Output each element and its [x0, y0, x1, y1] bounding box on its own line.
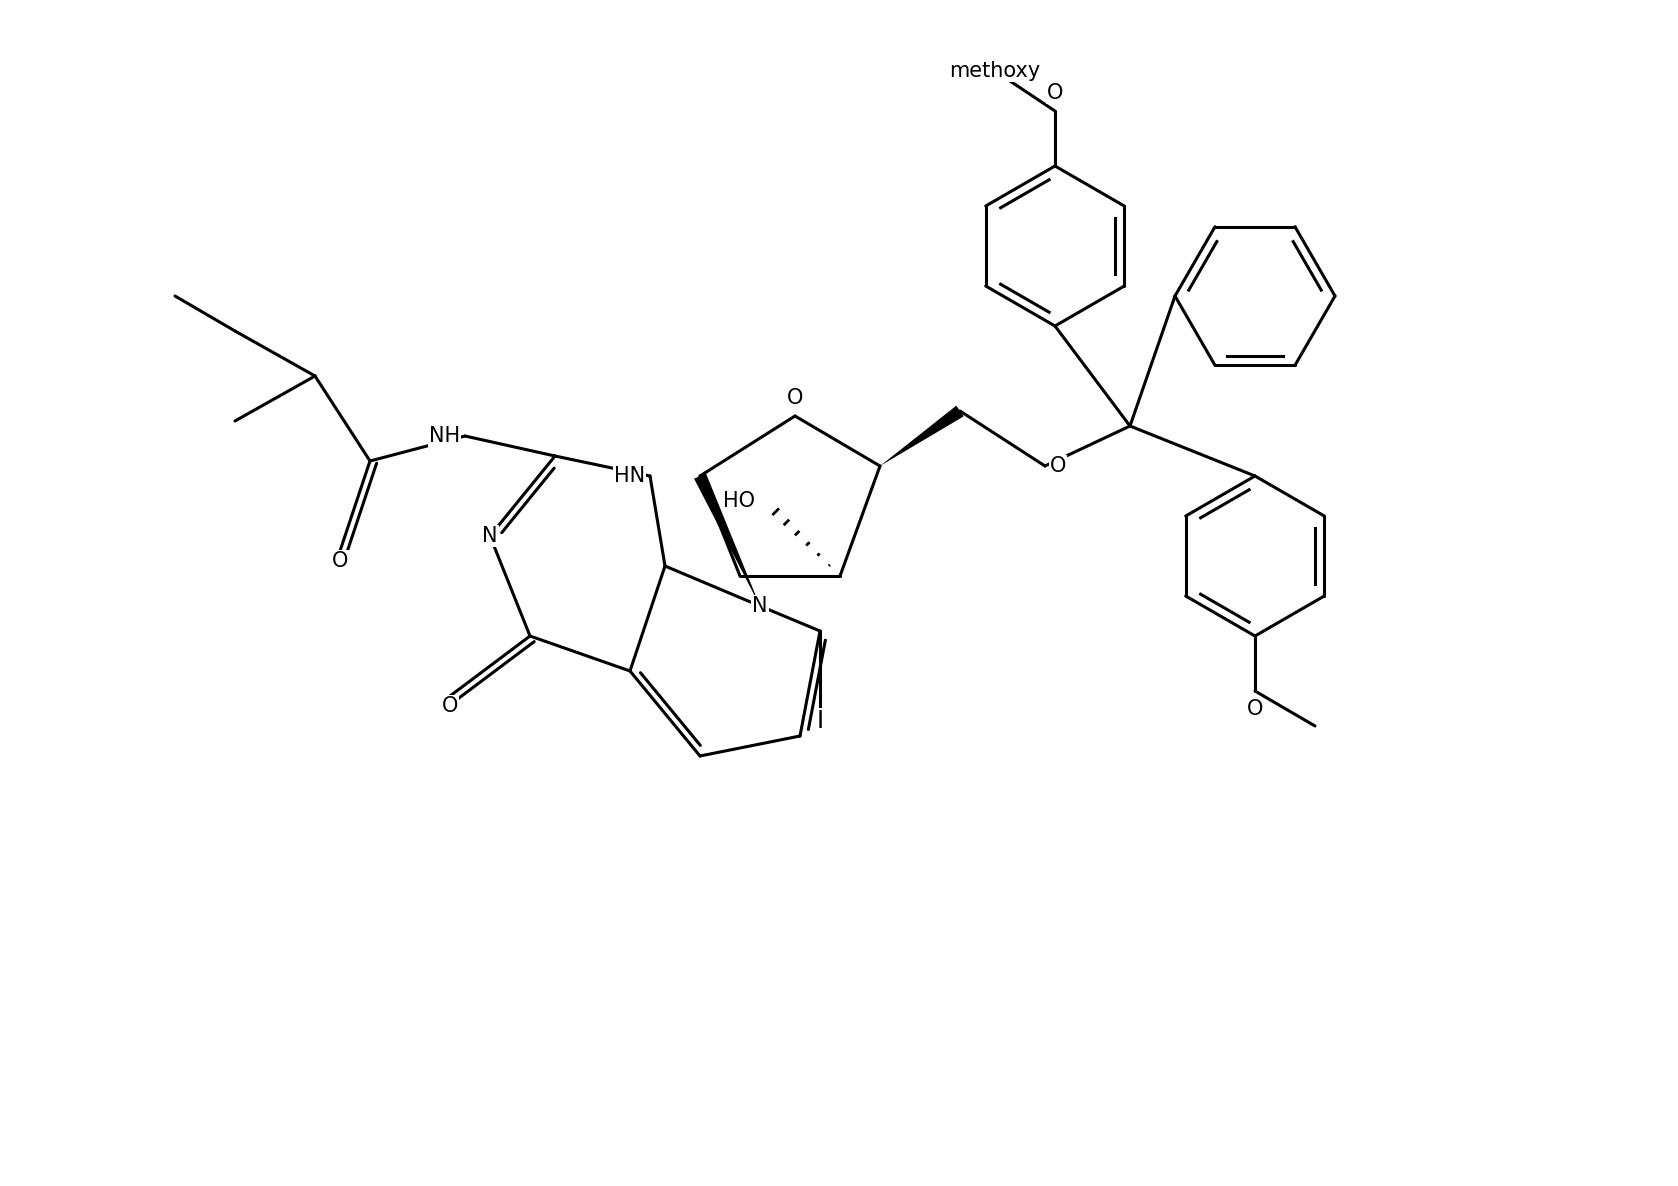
Text: N: N — [752, 597, 769, 616]
Text: HO: HO — [723, 491, 755, 511]
Text: O: O — [1247, 699, 1264, 719]
Text: I: I — [817, 709, 824, 733]
Text: O: O — [332, 551, 349, 570]
Polygon shape — [695, 473, 760, 606]
Text: N: N — [482, 527, 498, 546]
Text: methoxy: methoxy — [950, 60, 1040, 81]
Text: O: O — [1050, 455, 1067, 476]
Text: O: O — [1047, 83, 1064, 103]
Text: HN: HN — [614, 466, 644, 486]
Polygon shape — [879, 406, 963, 466]
Text: O: O — [441, 696, 458, 716]
Text: NH: NH — [430, 426, 460, 446]
Text: O: O — [787, 388, 804, 408]
